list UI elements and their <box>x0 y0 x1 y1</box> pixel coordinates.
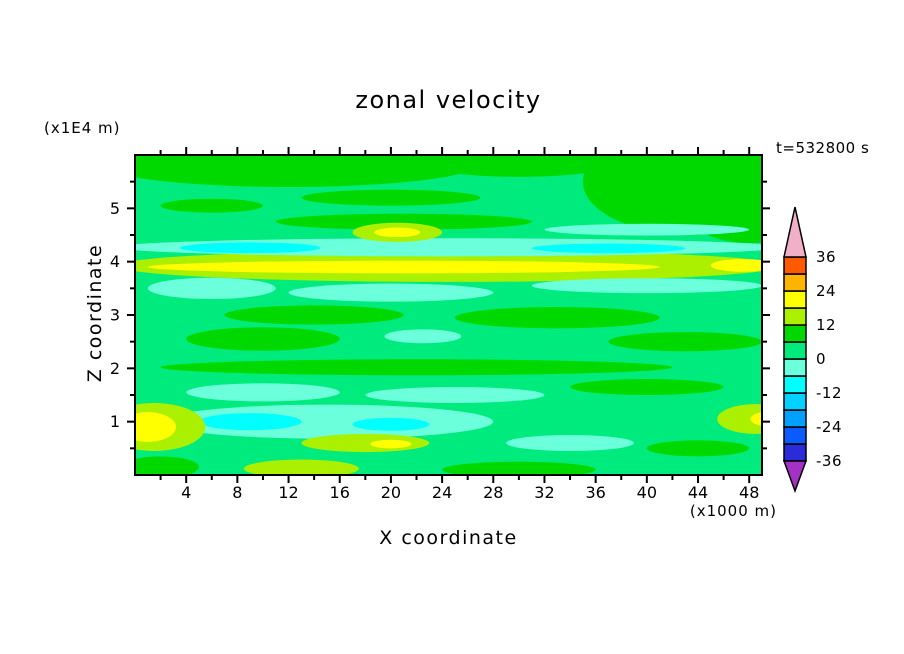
colorbar-segment <box>783 392 807 411</box>
contour-region <box>384 329 462 344</box>
contour-region <box>135 155 481 187</box>
contour-region <box>506 435 635 451</box>
contour-region <box>531 243 686 254</box>
contour-region <box>147 260 660 274</box>
contour-region <box>135 412 176 442</box>
colorbar-tick-label: 36 <box>816 248 836 266</box>
colorbar: 36 24 12 0 -12 -24 -36 <box>782 206 842 494</box>
contour-region <box>608 332 762 352</box>
colorbar-tick-label: 0 <box>816 350 826 368</box>
colorbar-segment <box>783 341 807 360</box>
x-tick-label: 32 <box>534 483 554 502</box>
z-tick-label: 5 <box>110 199 120 218</box>
contour-region <box>147 277 276 300</box>
contour-region <box>717 404 762 434</box>
colorbar-segment <box>783 409 807 428</box>
contour-region <box>186 327 340 351</box>
colorbar-segment <box>783 324 807 343</box>
contour-region <box>186 383 340 402</box>
contour-region <box>352 417 430 431</box>
x-tick-label: 12 <box>278 483 298 502</box>
contour-region <box>442 461 596 475</box>
x-tick-label: 44 <box>688 483 708 502</box>
colorbar-segment <box>783 426 807 445</box>
colorbar-over-arrow <box>783 206 807 258</box>
x-tick-label: 16 <box>330 483 350 502</box>
contour-region <box>301 189 481 206</box>
contour-region <box>403 155 635 177</box>
x-axis-label: X coordinate <box>379 527 518 549</box>
time-label: t=532800 s <box>776 139 870 157</box>
contour-region <box>275 213 532 230</box>
z-tick-label: 2 <box>110 359 120 378</box>
colorbar-tick-label: -24 <box>816 418 842 436</box>
contour-region <box>582 155 762 235</box>
contour-region <box>160 198 263 213</box>
x-tick-label: 24 <box>432 483 452 502</box>
contour-region <box>570 379 724 395</box>
contour-region <box>370 439 412 449</box>
contour-region <box>243 459 359 475</box>
contour-region <box>288 283 494 302</box>
x-tick-label: 20 <box>381 483 401 502</box>
contour-region <box>160 359 673 376</box>
colorbar-tick-label: 12 <box>816 316 836 334</box>
x-tick-label: 36 <box>585 483 605 502</box>
z-tick-label: 3 <box>110 306 120 325</box>
x-tick-label: 28 <box>483 483 503 502</box>
colorbar-tick-label: -36 <box>816 452 842 470</box>
contour-region <box>224 305 404 325</box>
contour-region <box>365 387 545 403</box>
contour-region <box>646 440 750 457</box>
x-tick-label: 8 <box>232 483 242 502</box>
colorbar-segment <box>783 443 807 462</box>
y-axis-unit-label: (x1E4 m) <box>44 119 121 137</box>
contour-region <box>750 412 762 426</box>
colorbar-tick-label: -12 <box>816 384 842 402</box>
colorbar-segment <box>783 256 807 275</box>
contour-region <box>135 456 199 475</box>
colorbar-segment <box>783 358 807 377</box>
colorbar-segment <box>783 273 807 292</box>
x-axis-unit-label: (x1000 m) <box>689 502 777 520</box>
x-tick-label: 40 <box>637 483 657 502</box>
colorbar-segment <box>783 307 807 326</box>
colorbar-segment <box>783 290 807 309</box>
contour-region <box>710 259 762 272</box>
colorbar-under-arrow <box>782 460 808 494</box>
chart-title: zonal velocity <box>355 86 542 114</box>
x-tick-label: 4 <box>181 483 191 502</box>
contour-region <box>374 227 421 238</box>
contour-region <box>160 404 494 439</box>
x-tick-label: 48 <box>739 483 759 502</box>
contour-region <box>454 307 660 329</box>
contour-region <box>179 242 321 254</box>
z-tick-label: 1 <box>110 412 120 431</box>
contour-region <box>531 278 762 294</box>
contour-region <box>198 413 302 431</box>
colorbar-tick-label: 24 <box>816 282 836 300</box>
contour-field <box>135 155 762 475</box>
contour-region <box>544 223 750 236</box>
axis-ticks <box>127 147 770 483</box>
z-axis-label: Z coordinate <box>84 243 106 383</box>
colorbar-segment <box>783 375 807 394</box>
z-tick-label: 4 <box>110 252 120 271</box>
